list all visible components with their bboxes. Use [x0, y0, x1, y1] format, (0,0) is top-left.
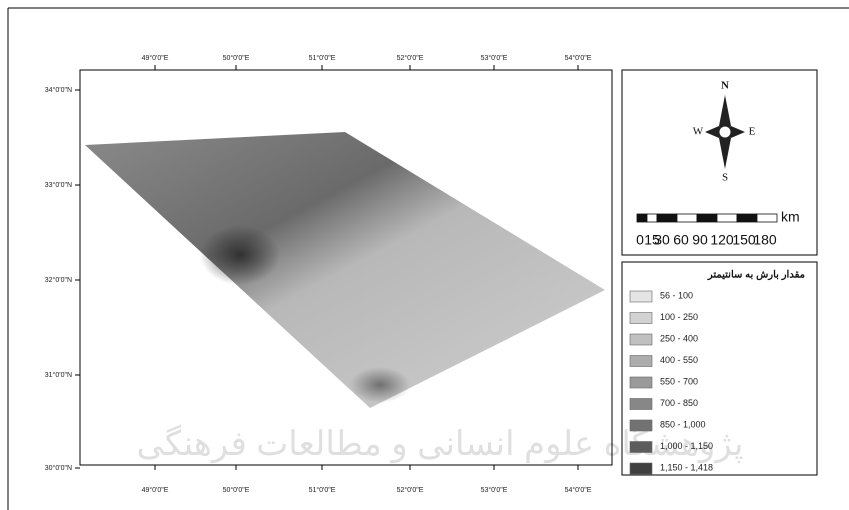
scale-segment [677, 214, 697, 222]
legend-swatch [630, 356, 652, 367]
legend-swatch [630, 291, 652, 302]
longitude-label: 51°0'0"E [309, 486, 336, 494]
latitude-label: 31°0'0"N [45, 371, 72, 379]
latitude-label: 32°0'0"N [45, 276, 72, 284]
legend-label: 1,000 - 1,150 [660, 441, 713, 451]
longitude-label: 51°0'0"E [309, 54, 336, 62]
map-figure: N S E W مقدار بارش به سانتیمتر پژوهشگاه … [0, 0, 849, 510]
legend-swatch [630, 420, 652, 431]
scale-label: 0 [636, 232, 644, 248]
longitude-label: 54°0'0"E [565, 54, 592, 62]
legend-label: 700 - 850 [660, 398, 698, 408]
legend-label: 850 - 1,000 [660, 419, 706, 429]
scale-segment [637, 214, 647, 222]
scale-unit: km [781, 209, 800, 225]
scale-label: 30 [654, 232, 670, 248]
scale-label: 120 [710, 232, 734, 248]
longitude-label: 53°0'0"E [481, 54, 508, 62]
longitude-label: 52°0'0"E [397, 54, 424, 62]
legend-swatch [630, 334, 652, 345]
latitude-label: 33°0'0"N [45, 181, 72, 189]
scale-label: 90 [692, 232, 708, 248]
high-rain-zone [200, 225, 280, 285]
legend-label: 1,150 - 1,418 [660, 462, 713, 472]
scale-segment [647, 214, 657, 222]
longitude-label: 53°0'0"E [481, 486, 508, 494]
scale-segment [657, 214, 677, 222]
longitude-label: 50°0'0"E [223, 486, 250, 494]
legend-swatch [630, 399, 652, 410]
high-rain-zone [350, 367, 410, 403]
scale-label: 180 [753, 232, 777, 248]
legend-swatch [630, 377, 652, 388]
longitude-label: 52°0'0"E [397, 486, 424, 494]
compass-east: E [749, 126, 756, 138]
legend-swatch [630, 463, 652, 474]
legend-title: مقدار بارش به سانتیمتر [707, 270, 805, 281]
scale-segment [757, 214, 777, 222]
legend-swatch [630, 442, 652, 453]
latitude-label: 30°0'0"N [45, 464, 72, 472]
legend-label: 250 - 400 [660, 333, 698, 343]
scale-segment [697, 214, 717, 222]
scale-segment [737, 214, 757, 222]
legend-swatch [630, 313, 652, 324]
longitude-label: 50°0'0"E [223, 54, 250, 62]
longitude-label: 54°0'0"E [565, 486, 592, 494]
legend-label: 400 - 550 [660, 355, 698, 365]
legend-label: 100 - 250 [660, 312, 698, 322]
longitude-label: 49°0'0"E [142, 486, 169, 494]
scale-label: 60 [673, 232, 689, 248]
watermark: پژوهشگاه علوم انسانی و مطالعات فرهنگی [137, 424, 744, 464]
scale-segment [717, 214, 737, 222]
latitude-label: 34°0'0"N [45, 86, 72, 94]
longitude-label: 49°0'0"E [142, 54, 169, 62]
compass-west: W [693, 126, 704, 138]
compass-box [622, 70, 817, 255]
compass-north: N [721, 80, 729, 92]
legend-label: 550 - 700 [660, 376, 698, 386]
compass-south: S [722, 172, 728, 184]
legend-label: 56 - 100 [660, 290, 693, 300]
